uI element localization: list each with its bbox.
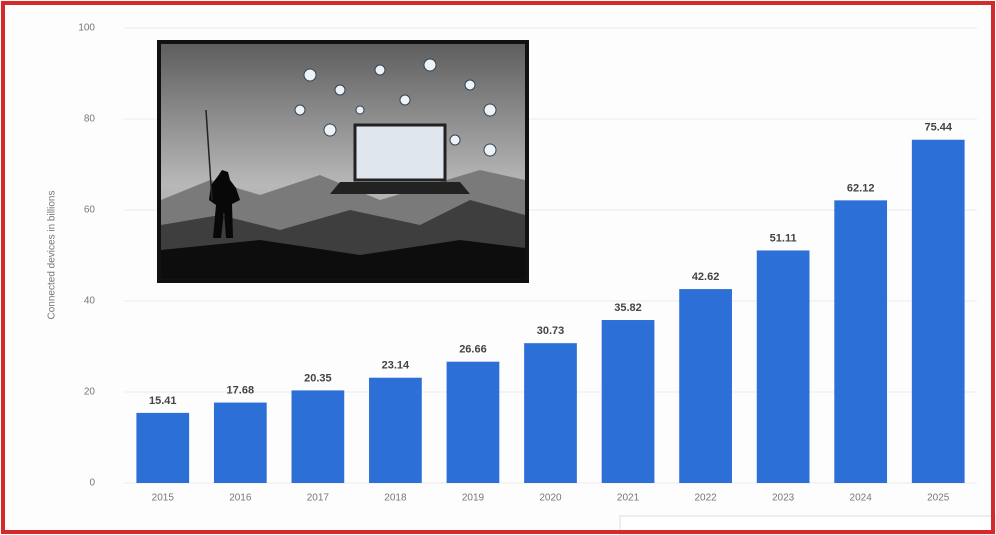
antenna bbox=[205, 109, 213, 201]
y-tick-label: 80 bbox=[84, 114, 96, 125]
soldier-silhouette bbox=[209, 170, 240, 238]
x-tick-label: 2016 bbox=[229, 493, 252, 504]
x-tick-label: 2025 bbox=[927, 493, 950, 504]
value-label: 30.73 bbox=[537, 325, 565, 337]
laptop-screen bbox=[353, 123, 447, 182]
value-label: 17.68 bbox=[227, 384, 255, 396]
value-label: 15.41 bbox=[149, 395, 177, 407]
bar bbox=[213, 402, 267, 483]
laptop-base bbox=[330, 182, 470, 194]
value-label: 35.82 bbox=[614, 302, 642, 314]
value-label: 75.44 bbox=[924, 122, 952, 134]
network-icons bbox=[294, 58, 497, 157]
bar bbox=[524, 343, 577, 483]
x-tick-label: 2020 bbox=[539, 493, 562, 504]
value-label: 51.11 bbox=[770, 232, 797, 244]
bar bbox=[136, 412, 190, 483]
y-tick-label: 20 bbox=[84, 387, 96, 398]
x-tick-label: 2021 bbox=[617, 493, 640, 504]
x-tick-label: 2024 bbox=[850, 493, 873, 504]
value-label: 26.66 bbox=[459, 344, 487, 356]
y-axis-label: Connected devices in billions bbox=[47, 191, 58, 320]
value-label: 62.12 bbox=[847, 182, 875, 194]
bar bbox=[369, 377, 422, 483]
y-tick-label: 0 bbox=[89, 478, 95, 489]
x-tick-label: 2023 bbox=[772, 493, 795, 504]
y-tick-label: 40 bbox=[84, 296, 96, 307]
y-tick-label: 60 bbox=[84, 205, 96, 216]
plot-area: 0 20 40 60 80 100 2015 15.41 2016 17.68 2017 20.35 2… bbox=[78, 23, 977, 504]
y-tick-label: 100 bbox=[78, 23, 95, 34]
x-tick-label: 2022 bbox=[694, 493, 717, 504]
bar bbox=[679, 289, 732, 483]
inset-image bbox=[157, 40, 529, 283]
x-tick-label: 2018 bbox=[384, 493, 407, 504]
bar bbox=[291, 390, 345, 483]
x-tick-label: 2019 bbox=[462, 493, 485, 504]
value-label: 20.35 bbox=[304, 372, 332, 384]
ground bbox=[161, 240, 525, 279]
bar bbox=[446, 361, 500, 483]
bar bbox=[911, 139, 965, 484]
x-tick-label: 2017 bbox=[307, 493, 330, 504]
bar bbox=[756, 250, 810, 483]
x-tick-label: 2015 bbox=[152, 493, 175, 504]
bar bbox=[834, 200, 888, 483]
value-label: 23.14 bbox=[382, 360, 410, 372]
bar bbox=[601, 320, 655, 483]
value-label: 42.62 bbox=[692, 271, 720, 283]
